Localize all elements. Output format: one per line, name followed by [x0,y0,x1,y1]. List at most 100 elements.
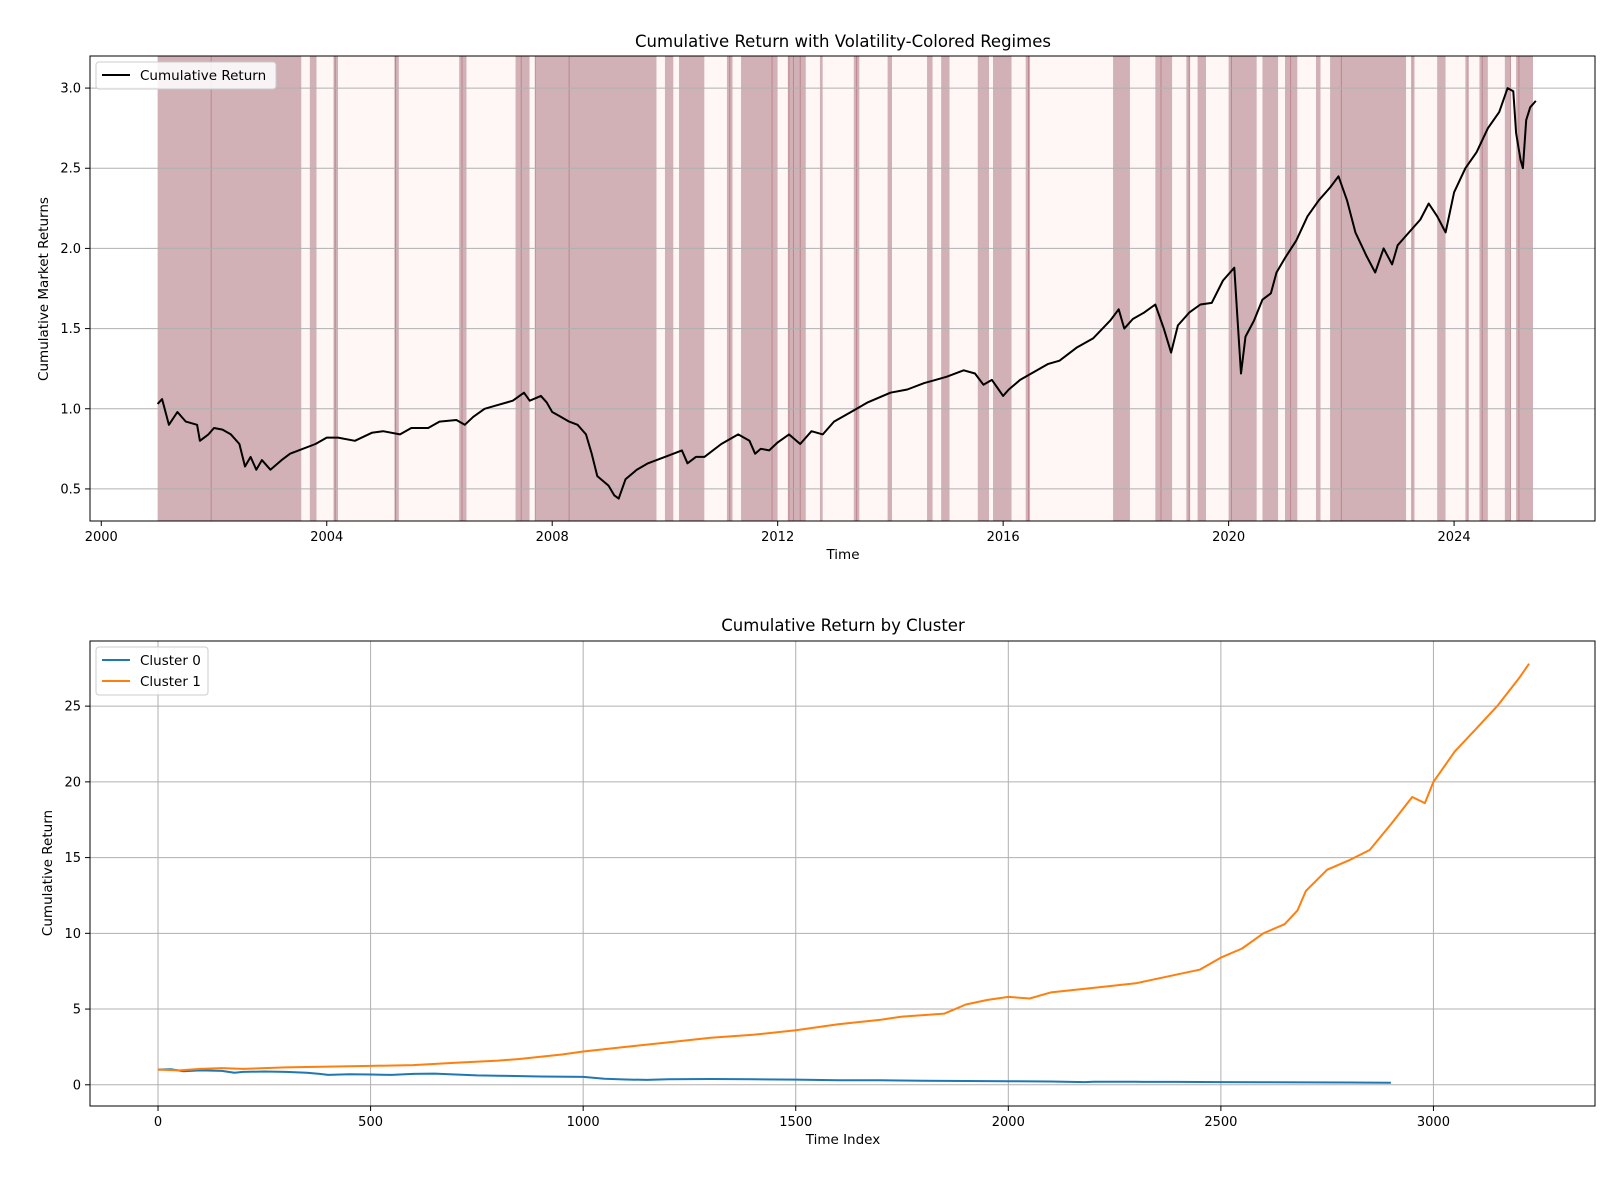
regime-band-low [466,56,516,521]
regime-band-low [859,56,888,521]
regime-band-low [1256,56,1263,521]
regime-band-high [333,56,339,521]
x-tick-label: 0 [154,1115,162,1130]
chart-1-title: Cumulative Return with Volatility-Colore… [635,32,1051,51]
chart-2-gridlines [90,641,1595,1106]
x-tick-label: 2004 [310,530,343,545]
regime-band-high [1262,56,1279,521]
regime-band-low [301,56,310,521]
chart-clusters: Cumulative Return by Cluster 0 500 1000 150… [40,616,1596,1148]
chart-1-y-label: Cumulative Market Returns [36,197,52,381]
regime-band-low [989,56,993,521]
regime-band-low [673,56,680,521]
x-tick-label: 2016 [987,530,1020,545]
chart-2-x-axis: 0 500 1000 1500 2000 2500 3000 [154,1106,1450,1130]
chart-1-series [156,87,1537,500]
x-tick-label: 1500 [779,1115,812,1130]
series-line-cluster-1 [157,663,1530,1072]
regime-band-low [1190,56,1198,521]
regime-band-high [1228,56,1257,521]
y-tick-label: 10 [64,927,81,942]
regime-band-high [394,56,399,521]
chart-1-legend: Cumulative Return [95,61,277,90]
x-tick-label: 2000 [992,1115,1025,1130]
regime-band-high [535,56,657,521]
regime-band-low [1297,56,1316,521]
regime-band-low [1510,56,1517,521]
series-line-cumulative-return [156,87,1537,500]
regime-band-low [777,56,788,521]
chart-1-legend-box [95,61,277,90]
chart-1-plot-frame [89,55,1596,522]
regime-band-low [338,56,395,521]
y-tick-label: 5 [73,1003,81,1018]
y-tick-label: 20 [64,775,81,790]
y-tick-label: 2.0 [60,242,81,257]
regime-band-low [1445,56,1466,521]
regime-band-high [1155,56,1173,521]
x-tick-label: 2020 [1212,530,1245,545]
chart-2-series [157,663,1530,1084]
x-tick-label: 2024 [1438,530,1471,545]
regime-band-low [316,56,334,521]
regime-band-high [927,56,933,521]
chart-1-gridlines [90,87,1595,490]
regime-band-high [1284,56,1298,521]
regime-band-high [157,56,302,521]
regime-band-low [949,56,978,521]
regime-band-low [805,56,820,521]
regime-band-low [1011,56,1026,521]
chart-1-legend-label: Cumulative Return [140,68,266,84]
chart-regimes: Cumulative Return with Volatility-Colore… [36,32,1596,563]
regime-band-low [1030,56,1114,521]
regime-band-high [1411,56,1415,521]
chart-2-legend: Cluster 0 Cluster 1 [95,646,209,696]
regime-band-low [1406,56,1412,521]
regime-boundary-lines [210,56,1520,521]
regime-band-low [1278,56,1285,521]
regime-band-high [1479,56,1488,521]
regime-band-high [1330,56,1407,521]
x-tick-label: 2008 [536,530,569,545]
chart-2-x-label: Time Index [805,1132,881,1148]
x-tick-label: 2000 [85,530,118,545]
x-tick-label: 2012 [761,530,794,545]
y-tick-label: 1.0 [60,402,81,417]
regime-band-high [459,56,467,521]
regime-band-low [1129,56,1156,521]
y-tick-label: 2.5 [60,162,81,177]
regime-band-low [932,56,942,521]
regime-band-high [787,56,806,521]
regime-band-high [887,56,893,521]
chart-2-y-axis: 0 5 10 15 20 25 [64,700,90,1093]
regime-band-low [1487,56,1505,521]
regime-band-high [679,56,705,521]
regime-band-low [1468,56,1480,521]
regime-band-low [704,56,727,521]
regime-band-high [1504,56,1511,521]
chart-2-y-label: Cumulative Return [40,810,56,936]
y-tick-label: 25 [64,700,81,715]
regime-band-high [993,56,1012,521]
regime-band-high [309,56,317,521]
chart-2-title: Cumulative Return by Cluster [721,616,965,635]
regime-band-low [1320,56,1331,521]
regime-band-high [819,56,823,521]
y-tick-label: 0.5 [60,482,81,497]
regime-band-low [822,56,854,521]
regime-bands [157,56,1533,521]
regime-band-low [1414,56,1438,521]
y-tick-label: 0 [73,1078,81,1093]
regime-band-high [1516,56,1533,521]
chart-1-y-axis: 0.5 1.0 1.5 2.0 2.5 3.0 [60,82,90,497]
regime-band-high [941,56,950,521]
regime-band-high [1025,56,1031,521]
series-line-cluster-0 [157,1068,1391,1084]
regime-band-high [515,56,530,521]
regime-band-high [1315,56,1321,521]
chart-1-x-axis: 2000 2004 2008 2012 2016 2020 2024 [85,521,1471,545]
y-tick-label: 15 [64,851,81,866]
chart-2-legend-label-cluster-0: Cluster 0 [140,653,201,669]
chart-1-x-label: Time [825,547,859,563]
